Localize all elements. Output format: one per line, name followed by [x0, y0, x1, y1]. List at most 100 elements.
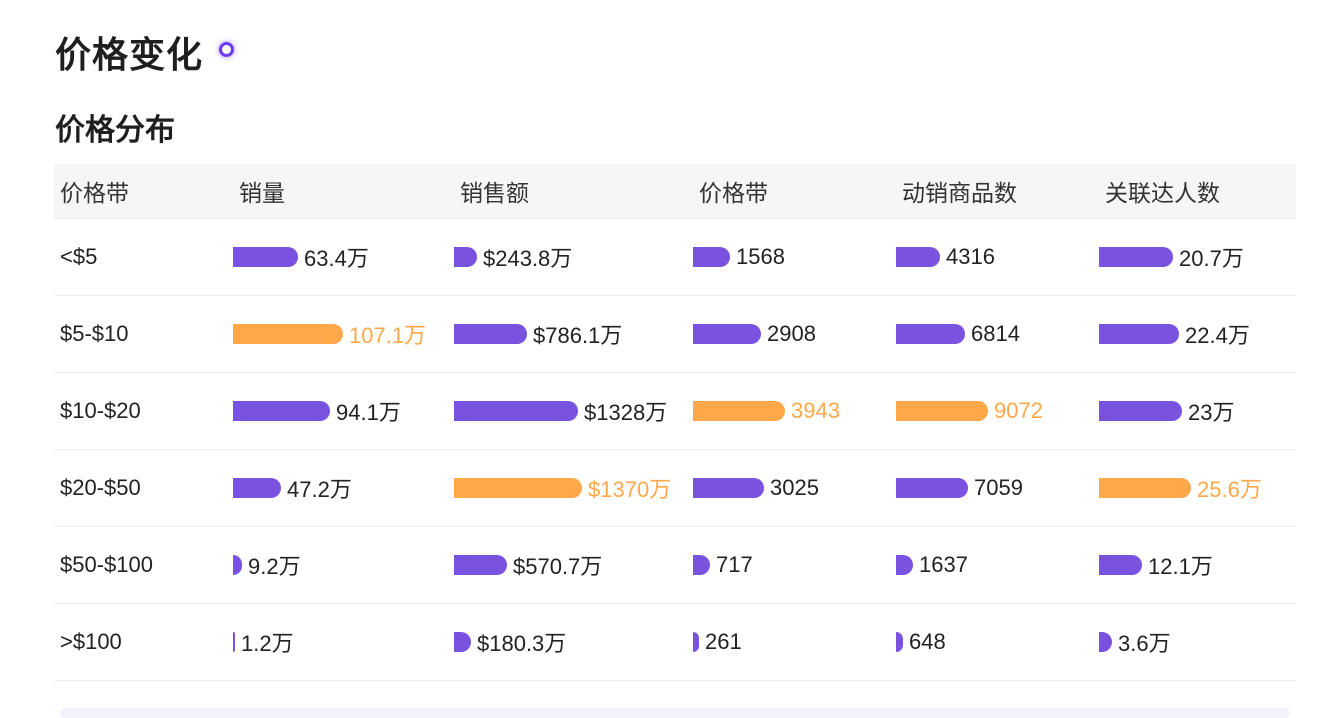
- linked-creators-value: 22.4万: [1185, 323, 1250, 348]
- header-price-band[interactable]: 价格带: [60, 180, 129, 206]
- sales-volume-cell: 107.1万: [233, 318, 454, 350]
- linked-creators-cell: 25.6万: [1099, 472, 1296, 504]
- linked-creators-value: 12.1万: [1148, 554, 1213, 579]
- linked-creators-cell: 3.6万: [1099, 626, 1296, 658]
- header-sales-amount[interactable]: 销售额: [460, 180, 529, 206]
- price-band-label: >$100: [60, 629, 122, 654]
- price-band-count-cell: 261: [693, 629, 896, 655]
- active-products-bar: [896, 324, 965, 344]
- sales-amount-bar: [454, 555, 507, 575]
- header-sales-volume[interactable]: 销量: [239, 180, 285, 206]
- price-band-label: <$5: [60, 244, 98, 269]
- header-active-products[interactable]: 动销商品数: [902, 180, 1017, 206]
- price-distribution-table: 价格带 销量 销售额 价格带 动销商品数 关联达人数 <$5 63.4万 $243.…: [54, 164, 1296, 681]
- linked-creators-cell: 20.7万: [1099, 241, 1296, 273]
- linked-creators-bar: [1099, 401, 1182, 421]
- sales-volume-value: 47.2万: [287, 477, 352, 502]
- sales-amount-value: $570.7万: [513, 554, 603, 579]
- active-products-bar: [896, 478, 968, 498]
- active-products-value: 1637: [919, 552, 968, 577]
- sales-volume-value: 107.1万: [349, 323, 427, 348]
- active-products-value: 9072: [994, 398, 1043, 423]
- price-band-count-bar: [693, 478, 764, 498]
- linked-creators-value: 23万: [1188, 400, 1235, 425]
- active-products-value: 648: [909, 629, 946, 654]
- header-linked-creators[interactable]: 关联达人数: [1105, 180, 1220, 206]
- price-band-count-cell: 1568: [693, 244, 896, 270]
- price-band-label: $5-$10: [60, 321, 129, 346]
- price-band-count-cell: 717: [693, 552, 896, 578]
- header-price-band-2[interactable]: 价格带: [699, 180, 768, 206]
- table-row[interactable]: <$5 63.4万 $243.8万 1568 4316 20.7万: [54, 219, 1296, 296]
- price-band-label: $20-$50: [60, 475, 141, 500]
- active-products-cell: 9072: [896, 398, 1099, 424]
- price-band-count-value: 3943: [791, 398, 840, 423]
- sales-amount-value: $243.8万: [483, 246, 573, 271]
- linked-creators-bar: [1099, 478, 1191, 498]
- table-row[interactable]: $20-$50 47.2万 $1370万 3025 7059 25.6万: [54, 450, 1296, 527]
- linked-creators-value: 3.6万: [1118, 631, 1171, 656]
- sales-amount-bar: [454, 247, 477, 267]
- sales-volume-bar: [233, 632, 235, 652]
- table-body: <$5 63.4万 $243.8万 1568 4316 20.7万 $5-$10 107.1万…: [54, 219, 1296, 681]
- linked-creators-value: 25.6万: [1197, 477, 1262, 502]
- active-products-cell: 648: [896, 629, 1099, 655]
- sales-volume-bar: [233, 247, 298, 267]
- price-band-count-value: 3025: [770, 475, 819, 500]
- linked-creators-bar: [1099, 555, 1142, 575]
- price-band-count-bar: [693, 401, 785, 421]
- price-band-label: $50-$100: [60, 552, 153, 577]
- table-row[interactable]: $5-$10 107.1万 $786.1万 2908 6814 22.4万: [54, 296, 1296, 373]
- sales-amount-value: $1370万: [588, 477, 672, 502]
- sales-volume-value: 9.2万: [248, 554, 301, 579]
- sales-amount-cell: $786.1万: [454, 318, 693, 350]
- sales-amount-bar: [454, 478, 582, 498]
- table-row[interactable]: $50-$100 9.2万 $570.7万 717 1637 12.1万: [54, 527, 1296, 604]
- sales-volume-value: 1.2万: [241, 631, 294, 656]
- active-products-value: 6814: [971, 321, 1020, 346]
- active-products-cell: 1637: [896, 552, 1099, 578]
- active-products-bar: [896, 247, 940, 267]
- price-band-count-value: 2908: [767, 321, 816, 346]
- sales-amount-bar: [454, 324, 527, 344]
- status-dot-icon: [219, 41, 235, 57]
- linked-creators-value: 20.7万: [1179, 246, 1244, 271]
- sales-volume-bar: [233, 555, 242, 575]
- sales-volume-bar: [233, 324, 343, 344]
- sales-volume-bar: [233, 401, 330, 421]
- sales-volume-cell: 1.2万: [233, 626, 454, 658]
- sales-amount-cell: $570.7万: [454, 549, 693, 581]
- sales-amount-bar: [454, 632, 471, 652]
- sales-amount-cell: $180.3万: [454, 626, 693, 658]
- sales-volume-cell: 63.4万: [233, 241, 454, 273]
- table-header: 价格带 销量 销售额 价格带 动销商品数 关联达人数: [54, 164, 1296, 219]
- active-products-bar: [896, 632, 903, 652]
- sales-amount-value: $1328万: [584, 400, 668, 425]
- linked-creators-cell: 23万: [1099, 395, 1296, 427]
- page-title-text: 价格变化: [55, 34, 204, 75]
- sales-amount-cell: $243.8万: [454, 241, 693, 273]
- sales-volume-cell: 94.1万: [233, 395, 454, 427]
- sales-volume-value: 94.1万: [336, 400, 401, 425]
- active-products-cell: 4316: [896, 244, 1099, 270]
- active-products-value: 7059: [974, 475, 1023, 500]
- active-products-value: 4316: [946, 244, 995, 269]
- price-band-count-value: 1568: [736, 244, 785, 269]
- table-row[interactable]: $10-$20 94.1万 $1328万 3943 9072 23万: [54, 373, 1296, 450]
- price-band-count-cell: 3025: [693, 475, 896, 501]
- sales-amount-bar: [454, 401, 578, 421]
- sales-volume-cell: 9.2万: [233, 549, 454, 581]
- sales-amount-value: $180.3万: [477, 631, 567, 656]
- price-band-count-cell: 2908: [693, 321, 896, 347]
- active-products-cell: 6814: [896, 321, 1099, 347]
- page-title: 价格变化: [55, 26, 235, 78]
- table-row[interactable]: >$100 1.2万 $180.3万 261 648 3.6万: [54, 604, 1296, 681]
- active-products-bar: [896, 401, 988, 421]
- price-band-count-value: 717: [716, 552, 753, 577]
- price-band-label: $10-$20: [60, 398, 141, 423]
- linked-creators-bar: [1099, 632, 1112, 652]
- price-band-count-cell: 3943: [693, 398, 896, 424]
- sales-volume-cell: 47.2万: [233, 472, 454, 504]
- linked-creators-cell: 22.4万: [1099, 318, 1296, 350]
- active-products-bar: [896, 555, 913, 575]
